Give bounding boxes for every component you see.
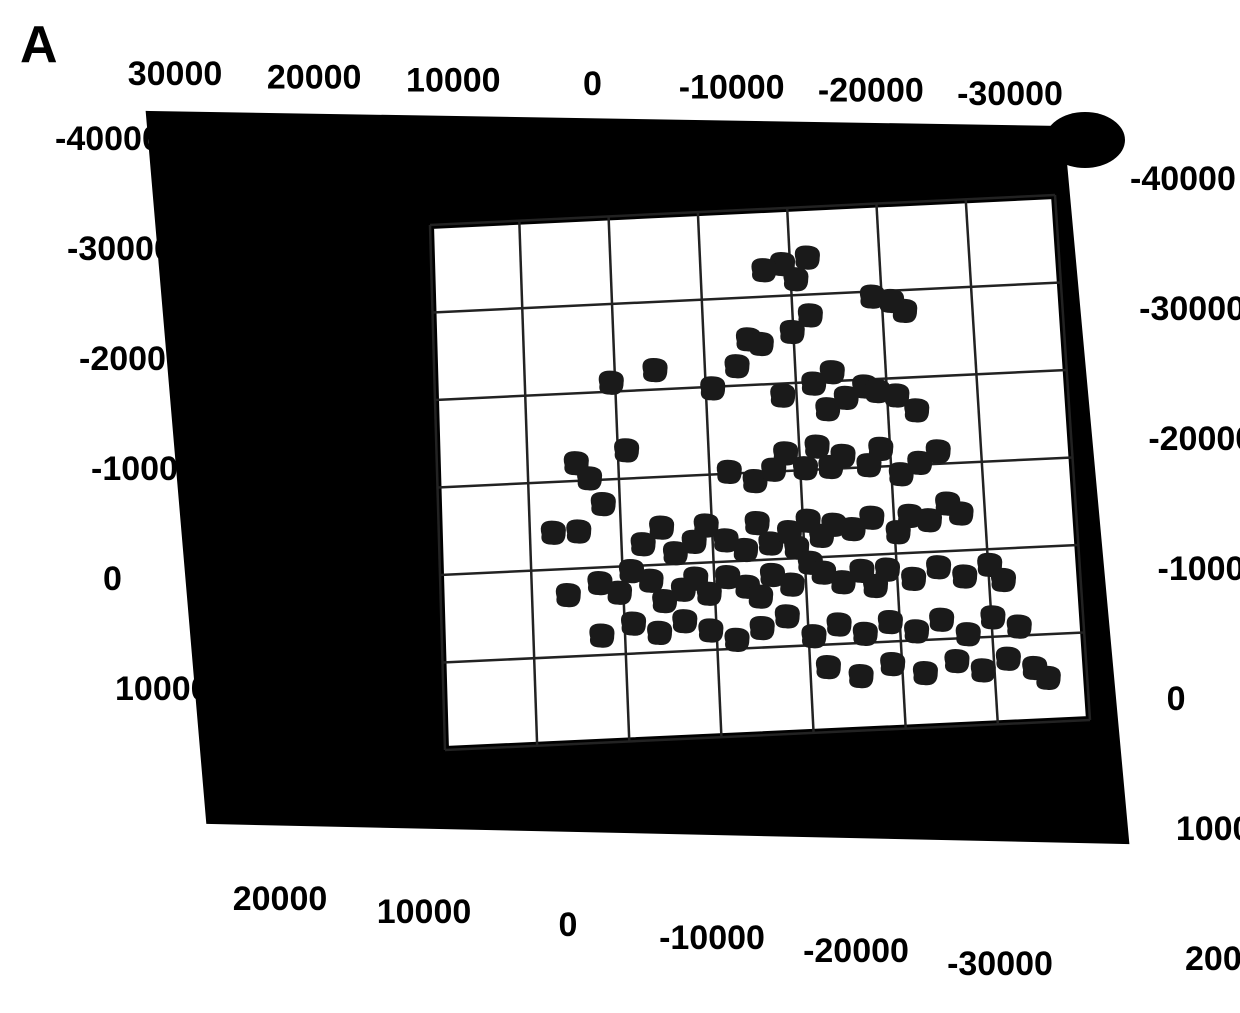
bottom-axis-tick: -30000 xyxy=(947,945,1053,983)
left-axis-tick: 0 xyxy=(103,560,122,598)
bottom-axis-tick: -20000 xyxy=(803,932,909,970)
data-point xyxy=(798,303,823,327)
data-point xyxy=(717,460,742,484)
data-point xyxy=(929,608,954,632)
bottom-axis-tick: 0 xyxy=(559,906,578,944)
left-axis-tick: -10000 xyxy=(91,450,197,488)
right-axis-tick: 0 xyxy=(1167,680,1186,718)
data-point xyxy=(724,628,749,652)
left-axis-tick: -20000 xyxy=(79,340,185,378)
data-point xyxy=(733,538,758,562)
data-point xyxy=(820,360,845,384)
data-point xyxy=(1036,666,1061,690)
data-point xyxy=(672,609,697,633)
bottom-axis-tick: -10000 xyxy=(659,919,765,957)
data-point xyxy=(566,519,591,543)
data-point xyxy=(971,658,996,682)
data-point xyxy=(904,398,929,422)
data-point xyxy=(614,438,639,462)
data-point xyxy=(541,521,566,545)
data-point xyxy=(607,581,632,605)
left-axis-tick: -30000 xyxy=(67,230,173,268)
data-point xyxy=(1007,615,1032,639)
right-axis-tick: 20000 xyxy=(1185,940,1240,978)
data-point xyxy=(783,267,808,291)
data-point xyxy=(875,558,900,582)
data-point xyxy=(859,506,884,530)
data-point xyxy=(956,622,981,646)
top-axis-tick: 0 xyxy=(583,65,602,103)
data-point xyxy=(880,652,905,676)
data-point xyxy=(589,624,614,648)
data-point xyxy=(901,567,926,591)
data-point xyxy=(948,501,973,525)
data-point xyxy=(745,511,770,535)
top-axis-tick: 10000 xyxy=(406,62,501,100)
data-point xyxy=(770,384,795,408)
data-point xyxy=(749,332,774,356)
data-point xyxy=(599,371,624,395)
data-point xyxy=(795,246,820,270)
data-point xyxy=(793,456,818,480)
bottom-axis-tick: 10000 xyxy=(377,893,472,931)
left-axis-tick: -40000 xyxy=(55,120,161,158)
top-axis-tick: -30000 xyxy=(957,75,1063,113)
top-axis-tick: 20000 xyxy=(267,58,362,96)
data-point xyxy=(827,612,852,636)
data-point xyxy=(638,569,663,593)
right-axis-tick: 10000 xyxy=(1176,810,1240,848)
scatter-3d-chart: 30000 20000 10000 0 -10000 -20000 -30000 -40000… xyxy=(0,0,1240,1013)
data-point xyxy=(944,649,969,673)
data-point xyxy=(904,619,929,643)
data-point xyxy=(849,664,874,688)
top-axis-tick: -10000 xyxy=(679,68,785,106)
data-point xyxy=(952,564,977,588)
data-point xyxy=(926,555,951,579)
right-axis-tick: -30000 xyxy=(1139,290,1240,328)
data-point xyxy=(751,258,776,282)
data-point xyxy=(860,285,885,309)
top-axis-tick: 30000 xyxy=(128,55,223,93)
data-point xyxy=(647,621,672,645)
panel-label: A xyxy=(20,16,58,74)
data-point xyxy=(805,435,830,459)
top-axis-tick: -20000 xyxy=(818,72,924,110)
data-point xyxy=(775,604,800,628)
data-point xyxy=(878,610,903,634)
data-point xyxy=(642,358,667,382)
data-point xyxy=(724,354,749,378)
data-point xyxy=(892,299,917,323)
data-point xyxy=(591,492,616,516)
data-point xyxy=(780,573,805,597)
bottom-axis-tick: 20000 xyxy=(233,880,328,918)
data-point xyxy=(996,647,1021,671)
right-axis-tick: -10000 xyxy=(1158,550,1240,588)
data-point xyxy=(577,466,602,490)
data-point xyxy=(621,612,646,636)
data-point xyxy=(926,439,951,463)
data-point xyxy=(913,661,938,685)
data-point xyxy=(980,605,1005,629)
right-axis-tick: -40000 xyxy=(1130,160,1236,198)
data-point xyxy=(816,655,841,679)
data-point xyxy=(649,516,674,540)
data-point xyxy=(748,585,773,609)
data-point xyxy=(868,437,893,461)
data-point xyxy=(700,376,725,400)
data-point xyxy=(750,616,775,640)
left-axis-tick: 10000 xyxy=(115,670,210,708)
data-point xyxy=(991,568,1016,592)
data-point xyxy=(698,618,723,642)
data-point xyxy=(830,444,855,468)
data-point xyxy=(556,583,581,607)
data-point xyxy=(853,622,878,646)
data-point xyxy=(801,624,826,648)
right-axis-tick: -20000 xyxy=(1148,420,1240,458)
plot-box xyxy=(150,112,1125,840)
